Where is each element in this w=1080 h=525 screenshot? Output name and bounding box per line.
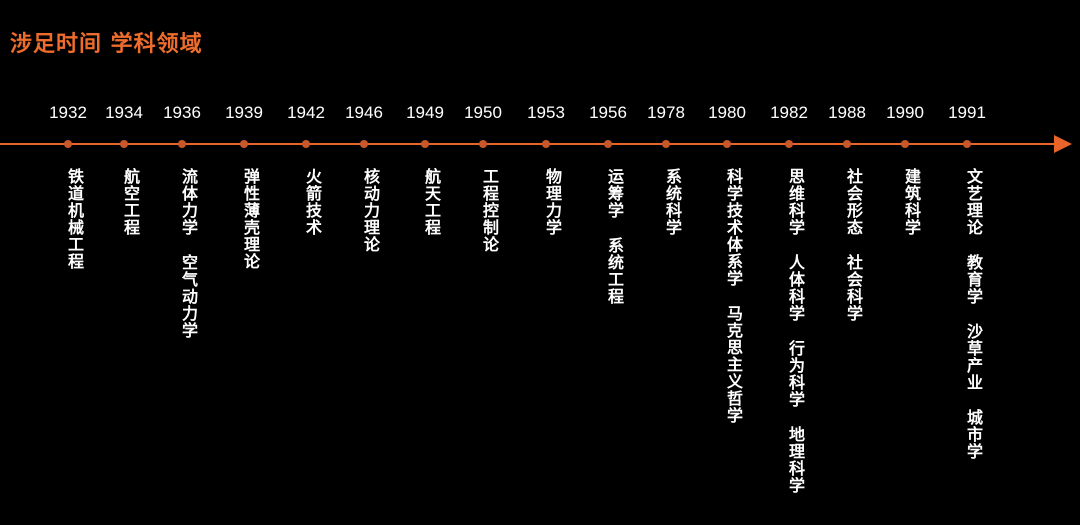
timeline-dot <box>178 140 186 148</box>
year-label: 1990 <box>886 103 924 122</box>
field-label: 马克思主义哲学 <box>726 304 743 425</box>
timeline-dot <box>723 140 731 148</box>
field-label: 航天工程 <box>424 167 441 237</box>
field-label: 系统工程 <box>607 236 624 306</box>
field-label: 教育学 <box>966 253 983 306</box>
field-list: 运筹学系统工程 <box>606 168 626 305</box>
field-label: 工程控制论 <box>482 167 499 254</box>
field-label: 火箭技术 <box>305 167 322 237</box>
year-label: 1980 <box>708 103 746 122</box>
timeline-dot <box>360 140 368 148</box>
year-label: 1950 <box>464 103 502 122</box>
field-list: 思维科学人体科学行为科学地理科学 <box>787 168 807 494</box>
field-label: 运筹学 <box>607 167 624 220</box>
field-label: 社会形态 <box>846 167 863 237</box>
year-label: 1946 <box>345 103 383 122</box>
field-list: 科学技术体系学马克思主义哲学 <box>725 168 745 424</box>
timeline-dot <box>662 140 670 148</box>
field-label: 空气动力学 <box>181 253 198 340</box>
timeline-dot <box>843 140 851 148</box>
field-label: 行为科学 <box>788 339 805 409</box>
field-label: 沙草产业 <box>966 322 983 392</box>
timeline-dot <box>901 140 909 148</box>
timeline-dot <box>604 140 612 148</box>
field-list: 航天工程 <box>423 168 443 236</box>
year-label: 1939 <box>225 103 263 122</box>
year-label: 1982 <box>770 103 808 122</box>
year-label: 1949 <box>406 103 444 122</box>
year-label: 1956 <box>589 103 627 122</box>
field-label: 物理力学 <box>545 167 562 237</box>
field-label: 航空工程 <box>123 167 140 237</box>
year-label: 1991 <box>948 103 986 122</box>
page-title: 涉足时间 学科领域 <box>10 32 203 57</box>
field-list: 工程控制论 <box>481 168 501 253</box>
year-label: 1932 <box>49 103 87 122</box>
year-label: 1942 <box>287 103 325 122</box>
field-label: 城市学 <box>966 408 983 461</box>
field-label: 系统科学 <box>665 167 682 237</box>
field-list: 系统科学 <box>664 168 684 236</box>
field-list: 火箭技术 <box>304 168 324 236</box>
field-label: 文艺理论 <box>966 167 983 237</box>
field-list: 铁道机械工程 <box>66 168 86 270</box>
field-list: 航空工程 <box>122 168 142 236</box>
year-label: 1978 <box>647 103 685 122</box>
year-label: 1953 <box>527 103 565 122</box>
field-list: 流体力学空气动力学 <box>180 168 200 339</box>
field-label: 建筑科学 <box>904 167 921 237</box>
arrow-right-icon <box>1054 135 1072 153</box>
field-label: 科学技术体系学 <box>726 167 743 288</box>
timeline-dot <box>785 140 793 148</box>
timeline-dot <box>120 140 128 148</box>
field-label: 地理科学 <box>788 425 805 495</box>
year-label: 1934 <box>105 103 143 122</box>
field-label: 社会科学 <box>846 253 863 323</box>
year-label: 1988 <box>828 103 866 122</box>
timeline-dot <box>64 140 72 148</box>
field-list: 社会形态社会科学 <box>845 168 865 322</box>
field-label: 弹性薄壳理论 <box>243 167 260 271</box>
timeline-dot <box>302 140 310 148</box>
timeline-dot <box>479 140 487 148</box>
timeline-dot <box>542 140 550 148</box>
field-label: 核动力理论 <box>363 167 380 254</box>
field-label: 人体科学 <box>788 253 805 323</box>
timeline-axis <box>0 143 1056 145</box>
field-list: 文艺理论教育学沙草产业城市学 <box>965 168 985 460</box>
field-label: 流体力学 <box>181 167 198 237</box>
timeline-dot <box>421 140 429 148</box>
field-list: 弹性薄壳理论 <box>242 168 262 270</box>
timeline-dot <box>240 140 248 148</box>
field-list: 核动力理论 <box>362 168 382 253</box>
field-label: 思维科学 <box>788 167 805 237</box>
field-list: 物理力学 <box>544 168 564 236</box>
year-label: 1936 <box>163 103 201 122</box>
field-list: 建筑科学 <box>903 168 923 236</box>
timeline-dot <box>963 140 971 148</box>
field-label: 铁道机械工程 <box>67 167 84 271</box>
